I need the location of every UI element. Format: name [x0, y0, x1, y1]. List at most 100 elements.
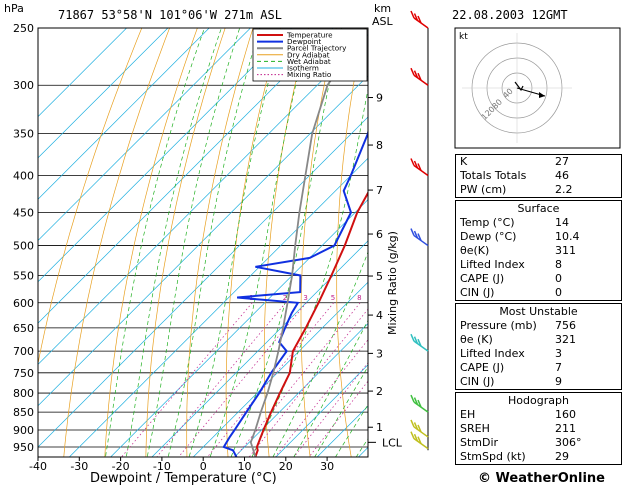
pressure-tick-label: 450 — [13, 207, 34, 220]
isotherm-line — [68, 157, 368, 457]
dry-adiabat-line — [186, 28, 254, 457]
legend-label: Dewpoint — [287, 37, 321, 46]
station-line: 71867 53°58'N 101°06'W 271m ASL — [58, 8, 282, 22]
isotherm-line — [38, 116, 368, 448]
surface-row: Lifted Index 8 — [460, 258, 562, 271]
mu-row: Lifted Index 3 — [460, 347, 562, 360]
isotherm-line — [38, 75, 368, 407]
hpa-label: hPa — [4, 2, 24, 15]
km-tick-label: 4 — [376, 309, 383, 322]
pressure-tick-label: 350 — [13, 128, 34, 141]
wet-adiabat-line — [146, 28, 241, 457]
isotherm-line — [192, 281, 368, 457]
plot-frame — [37, 27, 369, 458]
temperature-tick-label: -40 — [29, 460, 47, 473]
surface-row: Temp (°C) 14 — [460, 216, 569, 229]
mixing-ratio-line — [121, 302, 253, 457]
pressure-tick-label: 800 — [13, 387, 34, 400]
storm-motion-arrowhead — [539, 92, 545, 98]
legend-label: Parcel Trajectory — [287, 44, 347, 53]
wet-adiabat-line — [335, 403, 368, 457]
km-tick-label: 6 — [376, 228, 383, 241]
dry-adiabat-line — [145, 28, 226, 457]
km-tick-label: 7 — [376, 184, 383, 197]
hodograph-stats-title: Hodograph — [508, 394, 569, 407]
asl-label: ASL — [372, 15, 394, 28]
legend-label: Wet Adiabat — [287, 57, 331, 66]
index-row: K 27 — [460, 155, 569, 168]
km-tick-label: 1 — [376, 421, 383, 434]
temperature-tick-label: 10 — [238, 460, 252, 473]
hodograph-unit: kt — [459, 32, 468, 42]
pressure-tick-label: 400 — [13, 170, 34, 183]
km-tick-label: 3 — [376, 347, 383, 360]
mixing-ratio-label: 2 — [283, 294, 287, 302]
temperature-tick-label: -30 — [70, 460, 88, 473]
km-tick-label: 8 — [376, 139, 383, 152]
dewpoint-line — [222, 128, 368, 457]
temperature-tick-label: 30 — [320, 460, 334, 473]
km-tick-label: 2 — [376, 385, 383, 398]
mixing-ratio-line — [308, 380, 368, 457]
dry-adiabat-line — [405, 28, 435, 463]
most-unstable-table: Most Unstable Pressure (mb) 756 θe (K) 321… — [455, 303, 622, 390]
legend-label: Dry Adiabat — [287, 50, 330, 59]
wet-adiabat-line — [209, 28, 311, 457]
isotherm-line — [38, 28, 251, 241]
dry-adiabat-line — [63, 28, 170, 457]
isotherm-line — [38, 28, 169, 159]
hodo-row: EH 160 — [460, 408, 576, 421]
wind-barb — [410, 419, 429, 438]
hodo-row: StmDir 306° — [460, 436, 582, 449]
mixing-ratio-axis-title: Mixing Ratio (g/kg) — [386, 231, 399, 335]
surface-row: CAPE (J) 0 — [460, 272, 562, 285]
index-row: PW (cm) 2.2 — [460, 183, 573, 196]
surface-row: Dewp (°C) 10.4 — [460, 230, 580, 243]
copyright: © WeatherOnline — [478, 471, 605, 486]
mixing-ratio-line — [156, 302, 286, 457]
pressure-tick-label: 600 — [13, 297, 34, 310]
dry-adiabat-line — [225, 28, 282, 457]
lcl-label: LCL — [382, 436, 403, 449]
isotherm-line — [110, 199, 368, 457]
isotherm-line — [151, 240, 368, 457]
isotherm-line — [38, 28, 334, 324]
temperature-line — [254, 190, 368, 457]
wind-barb — [410, 228, 429, 247]
wet-adiabat-line — [272, 251, 368, 457]
mixing-ratio-line — [178, 302, 307, 457]
mixing-ratio-label: 5 — [331, 294, 335, 302]
temperature-tick-label: 0 — [200, 460, 207, 473]
dry-adiabat-line — [38, 28, 143, 366]
wet-adiabat-line — [230, 28, 342, 457]
dry-adiabat-line — [300, 28, 337, 457]
temperature-tick-label: -20 — [112, 460, 130, 473]
mu-row: CIN (J) 9 — [460, 375, 562, 388]
wind-barb — [410, 431, 429, 450]
km-label: km — [374, 2, 391, 15]
pressure-tick-label: 750 — [13, 367, 34, 380]
isotherm-line — [316, 405, 368, 457]
mu-row: Pressure (mb) 756 — [460, 319, 576, 332]
isotherm-line — [275, 364, 368, 457]
surface-row: θe(K) 311 — [460, 244, 576, 257]
wind-barb — [410, 10, 429, 29]
hodo-row: SREH 211 — [460, 422, 576, 435]
parcel-trajectory-line — [249, 28, 367, 457]
km-tick-label: 5 — [376, 270, 383, 283]
pressure-tick-label: 650 — [13, 322, 34, 335]
most-unstable-title: Most Unstable — [499, 305, 578, 318]
surface-row: CIN (J) 0 — [460, 286, 562, 299]
datetime-label: 22.08.2003 12GMT — [452, 8, 568, 22]
wind-barb — [410, 67, 429, 86]
index-row: Totals Totals 46 — [460, 169, 569, 182]
wet-adiabat-line — [105, 28, 205, 457]
legend-label: Mixing Ratio — [287, 70, 331, 79]
pressure-tick-label: 250 — [13, 22, 34, 35]
isotherm-line — [234, 323, 368, 457]
isotherm-line — [38, 33, 368, 365]
dry-adiabat-line — [336, 28, 365, 457]
pressure-tick-label: 900 — [13, 424, 34, 437]
